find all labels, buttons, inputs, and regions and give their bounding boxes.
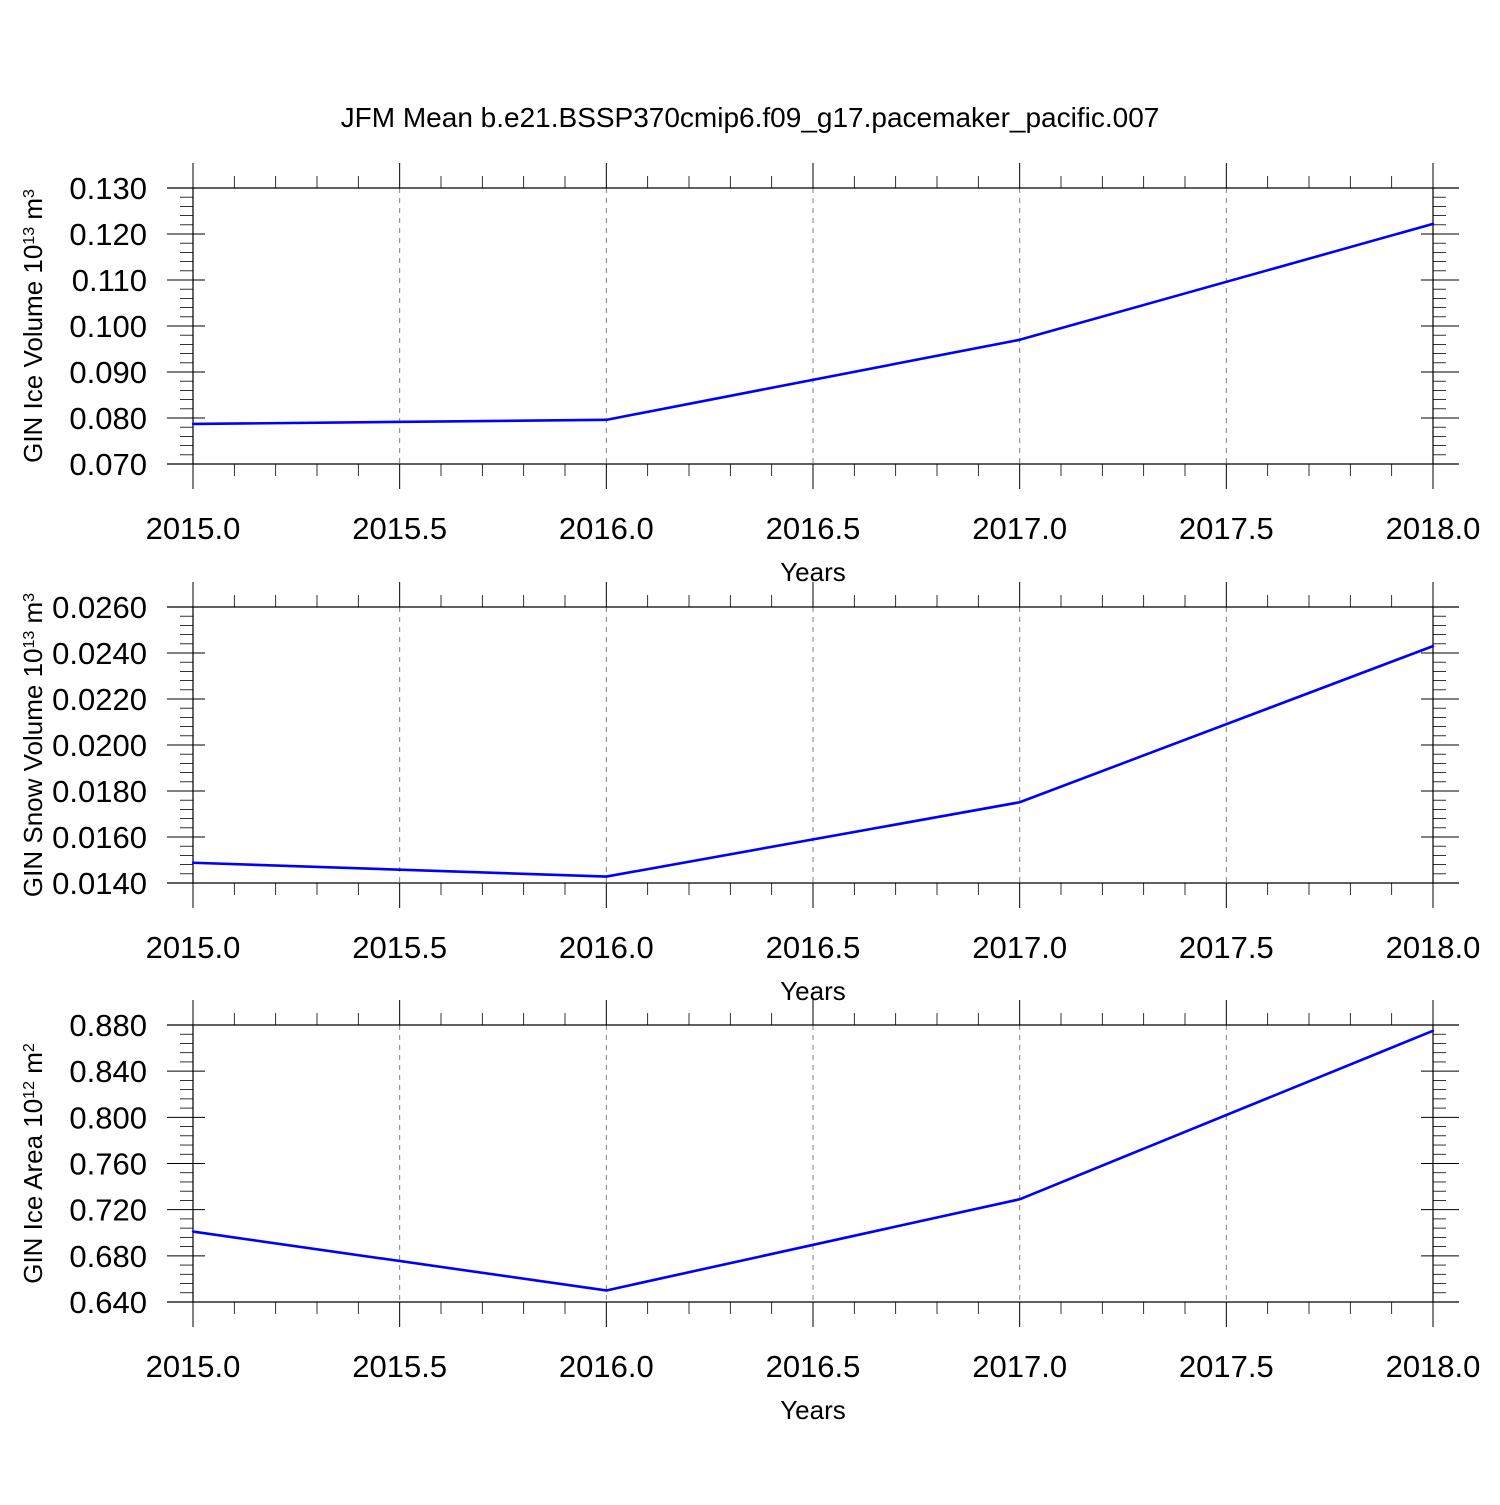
y-tick-label: 0.800 (69, 1100, 147, 1135)
x-tick-label: 2018.0 (1386, 1349, 1481, 1384)
panel-3: 0.640 0.680 0.720 0.760 0.800 0.840 0.880 2015.… (18, 1000, 1480, 1425)
y-tick-label: 0.130 (69, 171, 147, 206)
y-axis-label-part: GIN Ice Volume 10 (18, 245, 48, 463)
x-tick-label: 2017.0 (972, 1349, 1067, 1384)
data-point (605, 418, 608, 422)
y-tick-label: 0.100 (69, 309, 147, 344)
y-tick-label: 0.0180 (52, 774, 147, 809)
data-point (191, 1230, 195, 1233)
x-tick-label: 2015.0 (146, 1349, 241, 1384)
data-point (1018, 801, 1021, 804)
data-point (1431, 222, 1435, 226)
x-tick-label: 2017.0 (972, 930, 1067, 965)
y-axis-label: GIN Snow Volume 1013 m3 (18, 593, 48, 897)
x-tick-label: 2017.5 (1179, 1349, 1274, 1384)
data-point (191, 861, 195, 864)
x-tick-label: 2015.5 (352, 930, 447, 965)
y-axis-label: GIN Ice Area 1012 m2 (18, 1043, 48, 1284)
panel-2: 0.0140 0.0160 0.0180 0.0200 0.0220 0.0240 0.02… (18, 582, 1480, 1006)
x-tick-label: 2017.0 (972, 511, 1067, 546)
y-tick-label: 0.760 (69, 1147, 147, 1182)
data-point (191, 422, 195, 426)
y-axis-label-part: m (18, 198, 48, 227)
series-line (192, 222, 1434, 426)
x-tick-label: 2017.5 (1179, 930, 1274, 965)
x-tick-label: 2018.0 (1386, 511, 1481, 546)
y-axis-label-superscript: 12 (21, 1081, 38, 1099)
x-axis-label: Years (780, 1395, 846, 1425)
chart-panels: 0.070 0.080 0.090 0.100 0.110 0.120 0.130 2015.… (18, 163, 1480, 1425)
x-tick-label: 2015.5 (352, 1349, 447, 1384)
x-tick-label: 2016.5 (766, 511, 861, 546)
y-tick-label: 0.840 (69, 1054, 147, 1089)
y-tick-label: 0.110 (72, 263, 147, 298)
y-tick-label: 0.0140 (52, 866, 147, 901)
y-axis-label-superscript: 3 (21, 189, 38, 198)
y-tick-label: 0.120 (69, 217, 147, 252)
panel-1: 0.070 0.080 0.090 0.100 0.110 0.120 0.130 2015.… (18, 163, 1480, 587)
x-tick-label: 2016.0 (559, 1349, 654, 1384)
y-tick-label: 0.080 (69, 401, 147, 436)
y-tick-label: 0.090 (69, 355, 147, 390)
y-axis-label-part: m (18, 1052, 48, 1081)
x-tick-label: 2016.0 (559, 511, 654, 546)
y-axis-label-part: m (18, 602, 48, 631)
y-tick-label: 0.0220 (52, 682, 147, 717)
data-point (1018, 1198, 1021, 1201)
x-tick-label: 2018.0 (1386, 930, 1481, 965)
x-tick-label: 2016.5 (766, 1349, 861, 1384)
y-axis-label: GIN Ice Volume 1013 m3 (18, 189, 48, 463)
data-point (605, 1289, 608, 1292)
y-axis-label-part: GIN Snow Volume 10 (18, 649, 48, 898)
data-point (1431, 644, 1435, 648)
y-tick-label: 0.880 (69, 1008, 147, 1043)
y-tick-label: 0.0240 (52, 636, 147, 671)
series-line (192, 644, 1434, 878)
y-tick-label: 0.680 (69, 1239, 147, 1274)
figure-title: JFM Mean b.e21.BSSP370cmip6.f09_g17.pace… (341, 102, 1160, 133)
y-axis-label-superscript: 13 (21, 227, 38, 245)
y-tick-label: 0.720 (69, 1193, 147, 1228)
x-tick-label: 2016.0 (559, 930, 654, 965)
x-tick-label: 2015.0 (146, 511, 241, 546)
x-tick-label: 2016.5 (766, 930, 861, 965)
x-tick-label: 2017.5 (1179, 511, 1274, 546)
data-point (1431, 1029, 1435, 1032)
y-tick-label: 0.0260 (52, 590, 147, 625)
y-axis-label-superscript: 13 (21, 631, 38, 649)
data-point (1018, 338, 1021, 341)
data-point (605, 875, 608, 878)
y-axis-label-part: GIN Ice Area 10 (18, 1099, 48, 1284)
y-tick-label: 0.070 (69, 447, 147, 482)
y-tick-label: 0.0200 (52, 728, 147, 763)
y-axis-label-superscript: 3 (21, 593, 38, 602)
x-tick-label: 2015.5 (352, 511, 447, 546)
y-tick-label: 0.0160 (52, 820, 147, 855)
x-tick-label: 2015.0 (146, 930, 241, 965)
series-line (192, 1029, 1434, 1292)
y-axis-label-superscript: 2 (21, 1043, 38, 1052)
y-tick-label: 0.640 (69, 1285, 147, 1320)
